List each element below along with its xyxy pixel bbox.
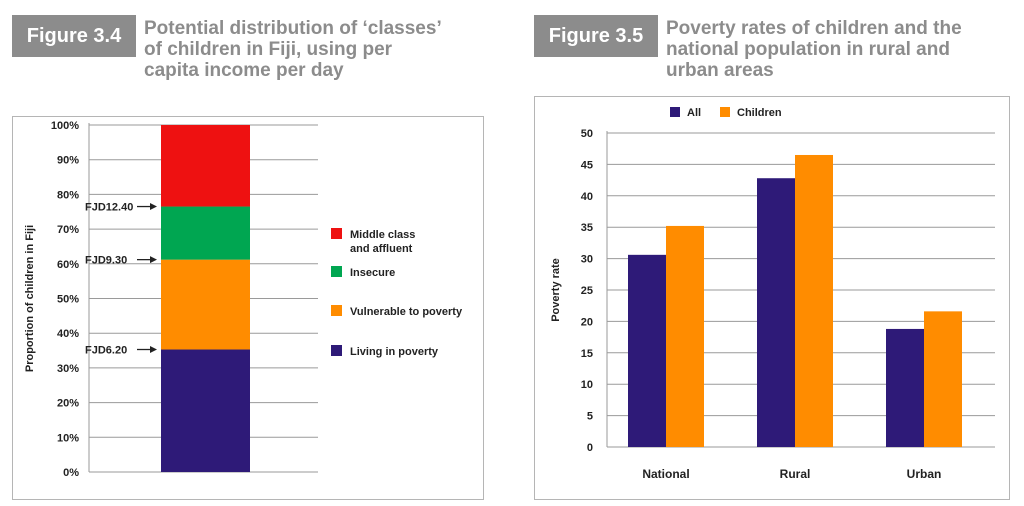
y-axis-label: Proportion of children in Fiji xyxy=(24,225,36,372)
figure-title-line: Potential distribution of ‘classes’ xyxy=(144,18,442,39)
legend-label: All xyxy=(687,107,701,119)
threshold-arrow-head xyxy=(150,203,157,211)
legend-swatch xyxy=(331,228,342,239)
bar-segment xyxy=(161,125,250,207)
threshold-arrow-head xyxy=(150,346,157,354)
bar xyxy=(666,225,704,447)
legend-label: Middle class xyxy=(350,229,415,241)
bar-segment xyxy=(161,259,250,350)
y-tick-label: 70% xyxy=(57,224,79,236)
figure-title: Poverty rates of children and the nation… xyxy=(666,18,962,81)
y-tick-label: 20% xyxy=(57,398,79,410)
bar xyxy=(757,178,795,447)
y-axis-label: Poverty rate xyxy=(550,258,562,322)
bar-segment xyxy=(161,349,250,472)
threshold-label: FJD9.30 xyxy=(85,255,127,267)
y-tick-label: 80% xyxy=(57,189,79,201)
y-tick-label: 25 xyxy=(581,285,593,297)
figure-title-line: Poverty rates of children and the xyxy=(666,18,962,39)
x-tick-label: Rural xyxy=(780,467,811,481)
y-tick-label: 45 xyxy=(581,159,593,171)
y-tick-label: 10% xyxy=(57,432,79,444)
threshold-label: FJD6.20 xyxy=(85,345,127,357)
figure-label: Figure 3.4 xyxy=(26,24,122,47)
legend-label: and affluent xyxy=(350,243,413,255)
y-tick-label: 100% xyxy=(51,120,79,132)
figure-title-line: of children in Fiji, using per xyxy=(144,39,393,60)
y-tick-label: 20 xyxy=(581,316,593,328)
figure-label: Figure 3.5 xyxy=(548,24,644,47)
legend-label: Children xyxy=(737,107,782,119)
legend-swatch xyxy=(720,107,730,117)
grouped-bar-chart: 0 5 10 15 20 25 30 35 40 45 50 National Rural Urban Po… xyxy=(550,107,995,481)
bar-segment xyxy=(161,206,250,260)
y-tick-label: 15 xyxy=(581,348,593,360)
y-tick-label: 50 xyxy=(581,128,593,140)
x-tick-label: Urban xyxy=(907,467,942,481)
y-tick-label: 0 xyxy=(587,442,593,454)
figure-title-line: urban areas xyxy=(666,60,774,81)
legend-label: Insecure xyxy=(350,267,395,279)
grouped-chart-panel: 0 5 10 15 20 25 30 35 40 45 50 National Rural Urban Po… xyxy=(534,96,1010,500)
bar xyxy=(795,154,833,448)
legend-swatch xyxy=(331,345,342,356)
legend-swatch xyxy=(670,107,680,117)
figure-title-line: capita income per day xyxy=(144,60,344,81)
y-tick-label: 30 xyxy=(581,254,593,266)
y-tick-label: 5 xyxy=(587,411,593,423)
y-tick-label: 40% xyxy=(57,328,79,340)
figure-title: Potential distribution of ‘classes’ of c… xyxy=(144,18,442,81)
y-tick-label: 0% xyxy=(63,467,79,479)
figure-label-badge: Figure 3.4 xyxy=(12,15,136,57)
legend-label: Vulnerable to poverty xyxy=(350,306,463,318)
stacked-bar-chart: 0% 10% 20% 30% 40% 50% 60% 70% 80% 90% 100% FJD12.4… xyxy=(24,120,463,479)
figure-title-line: national population in rural and xyxy=(666,39,950,60)
y-tick-label: 10 xyxy=(581,379,593,391)
legend-label: Living in poverty xyxy=(350,346,439,358)
legend-swatch xyxy=(331,305,342,316)
y-tick-label: 90% xyxy=(57,155,79,167)
y-tick-label: 35 xyxy=(581,222,593,234)
legend-swatch xyxy=(331,266,342,277)
bar xyxy=(628,254,666,447)
stacked-chart-panel: 0% 10% 20% 30% 40% 50% 60% 70% 80% 90% 100% FJD12.4… xyxy=(12,116,484,500)
y-tick-label: 60% xyxy=(57,259,79,271)
y-tick-label: 50% xyxy=(57,294,79,306)
figure-label-badge: Figure 3.5 xyxy=(534,15,658,57)
x-tick-label: National xyxy=(642,467,689,481)
y-tick-label: 30% xyxy=(57,363,79,375)
bar xyxy=(886,328,924,447)
threshold-arrow-head xyxy=(150,256,157,264)
threshold-label: FJD12.40 xyxy=(85,202,133,214)
bar xyxy=(924,311,962,447)
y-tick-label: 40 xyxy=(581,191,593,203)
